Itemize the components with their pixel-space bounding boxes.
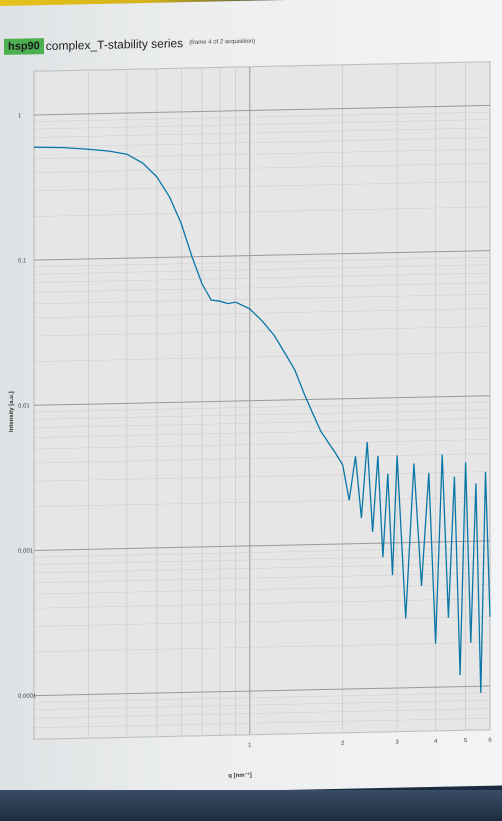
y-grid-line: [34, 127, 490, 138]
y-grid-line: [34, 685, 490, 697]
y-grid-line: [34, 294, 490, 305]
y-grid-line: [34, 206, 490, 217]
y-grid-line: [34, 616, 490, 627]
y-tick-label: 0.0001: [18, 694, 37, 700]
monitor-bezel-bottom: [0, 790, 502, 821]
y-grid-line: [34, 104, 490, 116]
y-grid-line: [34, 250, 490, 261]
y-grid-line: [34, 699, 490, 710]
y-grid-line: [34, 395, 490, 406]
x-tick-label: 5: [464, 738, 468, 744]
y-grid-line: [34, 308, 490, 319]
y-tick-label: 0.001: [18, 548, 34, 554]
y-grid-line: [34, 717, 490, 729]
y-grid-line: [34, 181, 490, 192]
y-grid-line: [34, 584, 490, 595]
y-grid-line: [34, 563, 490, 574]
scattering-plot: 1 2 3 4 5 6 1 0.1 0.01 0.001 0.0001 q [nm⁻¹] Inten…: [9, 61, 492, 779]
y-grid-line: [34, 162, 490, 173]
y-grid-line: [34, 708, 490, 719]
x-tick-label: 4: [434, 739, 438, 745]
y-tick-label: 0.1: [18, 258, 27, 264]
y-grid-line: [34, 554, 490, 565]
x-axis-label: q [nm⁻¹]: [228, 772, 251, 779]
y-grid-line: [34, 547, 490, 558]
y-grid-line: [34, 326, 490, 337]
x-tick-label: 2: [341, 741, 345, 747]
y-grid-line: [34, 351, 490, 362]
y-axis-label: Intensity [a.u.]: [9, 391, 15, 432]
y-grid-line: [34, 729, 490, 740]
tick-labels: 1 2 3 4 5 6 1 0.1 0.01 0.001 0.0001: [18, 113, 492, 749]
y-grid-line: [34, 137, 490, 148]
y-tick-label: 0.01: [18, 403, 30, 409]
y-grid-line: [34, 572, 490, 583]
y-grid-line: [34, 417, 490, 429]
y-grid-line: [34, 256, 490, 268]
grid: [33, 61, 491, 740]
y-grid-line: [34, 642, 490, 653]
chart-screen: hsp90 complex_T-stability series (frame …: [0, 0, 502, 796]
y-grid-line: [34, 496, 490, 507]
y-tick-label: 1: [18, 113, 22, 119]
y-grid-line: [34, 598, 490, 609]
y-grid-line: [34, 264, 490, 275]
y-grid-line: [34, 409, 490, 420]
y-grid-line: [34, 453, 490, 464]
y-grid-line: [34, 427, 490, 438]
y-grid-line: [34, 540, 490, 551]
y-grid-line: [34, 692, 490, 703]
x-tick-label: 3: [395, 740, 399, 746]
y-grid-line: [34, 148, 490, 159]
y-grid-line: [34, 402, 490, 413]
y-grid-line: [34, 282, 490, 293]
y-grid-line: [34, 119, 490, 130]
y-grid-line: [34, 61, 490, 72]
y-grid-line: [34, 111, 490, 122]
series-line: [33, 146, 491, 693]
x-tick-label: 6: [488, 738, 492, 744]
y-grid-line: [34, 272, 490, 283]
y-grid-line: [34, 439, 490, 450]
x-tick-label: 1: [248, 743, 252, 749]
